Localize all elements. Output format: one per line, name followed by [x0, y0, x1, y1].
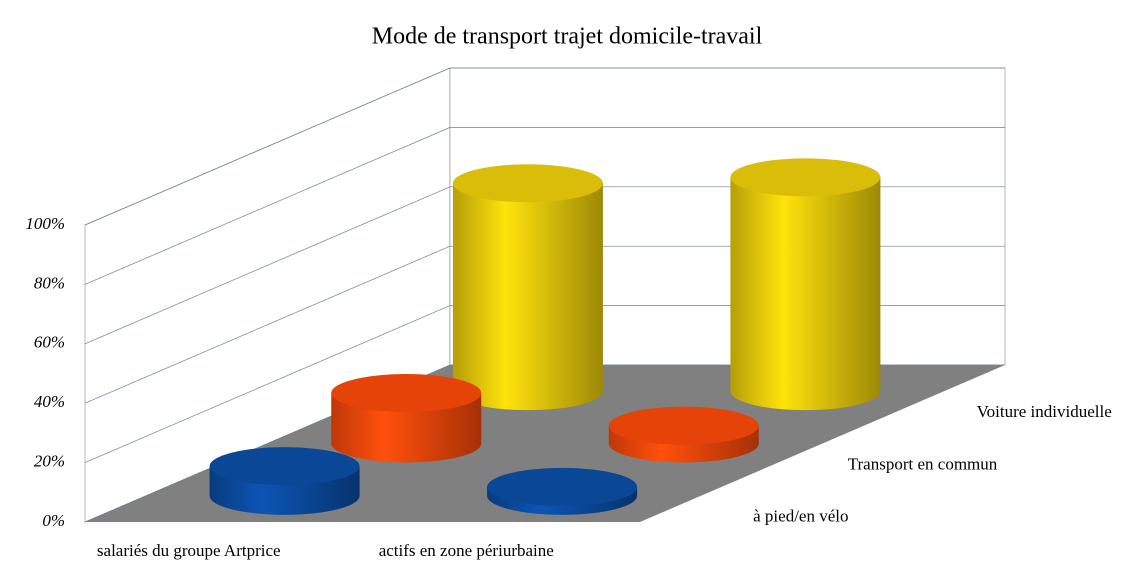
cylinder	[730, 158, 881, 411]
y-tick-label: 0%	[42, 511, 65, 530]
cylinder-body	[452, 183, 603, 411]
cylinder	[608, 406, 759, 463]
cylinder-body	[331, 393, 482, 463]
y-tick-label: 60%	[34, 333, 65, 352]
cylinder-top	[487, 467, 638, 506]
cylinder	[487, 467, 638, 515]
x-tick-label: actifs en zone périurbaine	[379, 541, 554, 560]
y-tick-label: 100%	[25, 214, 65, 233]
y-tick-label: 40%	[34, 392, 65, 411]
y-tick-label: 80%	[34, 273, 65, 292]
legend-label: Voiture individuelle	[977, 402, 1112, 421]
cylinder	[209, 447, 360, 515]
cylinder-top	[608, 406, 759, 445]
legend-label: à pied/en vélo	[753, 507, 848, 526]
cylinder-top	[331, 374, 482, 413]
grid-line	[84, 127, 1005, 285]
chart-title: Mode de transport trajet domicile-travai…	[372, 24, 763, 50]
grid-line	[84, 67, 1005, 226]
cylinder-top	[209, 447, 360, 486]
cylinder-top	[730, 158, 881, 197]
cylinder	[331, 374, 482, 463]
cylinder-top	[452, 164, 603, 203]
cylinder	[452, 164, 603, 411]
legend-label: Transport en commun	[848, 454, 998, 473]
x-tick-label: salariés du groupe Artprice	[97, 541, 281, 560]
cylinder-body	[730, 177, 881, 411]
y-tick-label: 20%	[34, 452, 65, 471]
